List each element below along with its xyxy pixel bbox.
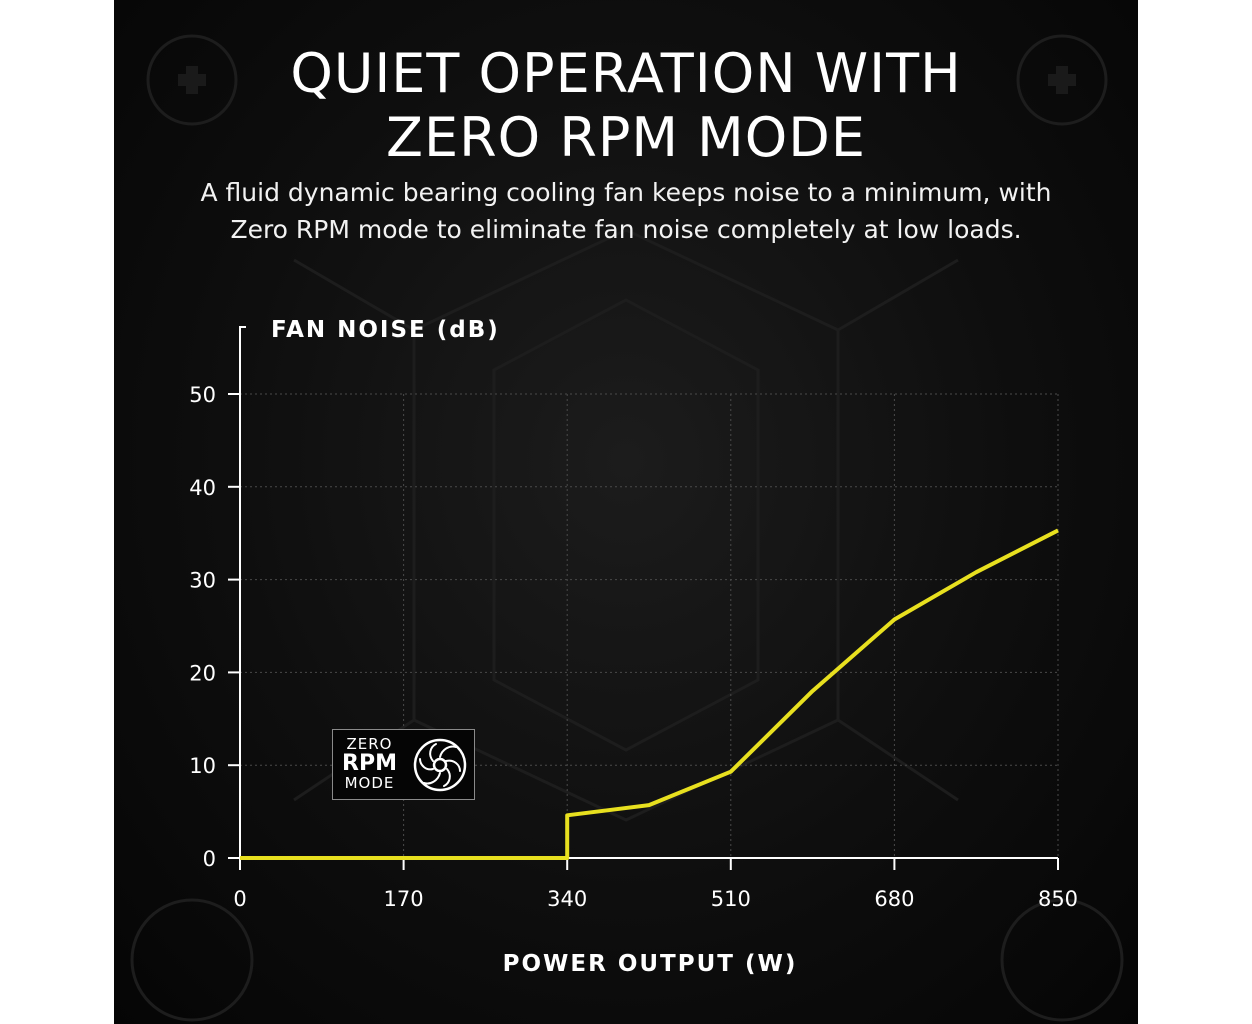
y-tick-label: 0 [203, 847, 216, 871]
series-lines [240, 528, 1059, 860]
badge-line-rpm: RPM [342, 751, 397, 776]
background-art [130, 34, 1124, 1022]
y-axis-label: FAN NOISE (dB) [271, 317, 500, 343]
fan-icon [413, 738, 467, 792]
x-tick-label: 850 [1038, 887, 1078, 911]
y-tick-label: 50 [189, 383, 216, 407]
zero-rpm-badge: ZERO RPM MODE [332, 729, 475, 800]
subtitle-line-1: A fluid dynamic bearing cooling fan keep… [200, 178, 1052, 207]
x-axis-label: POWER OUTPUT (W) [503, 951, 798, 977]
subtitle: A fluid dynamic bearing cooling fan keep… [154, 174, 1098, 248]
title-line-1: QUIET OPERATION WITH [290, 42, 962, 105]
tick-labels: 0 10 20 30 40 50 0 170 340 510 680 850 [189, 383, 1078, 911]
y-tick-label: 20 [189, 661, 216, 685]
badge-text: ZERO RPM MODE [342, 737, 397, 791]
x-tick-label: 340 [547, 887, 587, 911]
page-title: QUIET OPERATION WITH ZERO RPM MODE [114, 42, 1138, 170]
badge-line-zero: ZERO [346, 735, 393, 753]
x-tick-label: 680 [874, 887, 914, 911]
x-tick-label: 0 [233, 887, 246, 911]
y-tick-label: 30 [189, 569, 216, 593]
x-tick-label: 510 [711, 887, 751, 911]
y-tick-label: 40 [189, 476, 216, 500]
subtitle-line-2: Zero RPM mode to eliminate fan noise com… [230, 215, 1022, 244]
badge-line-mode: MODE [344, 774, 395, 792]
product-panel: QUIET OPERATION WITH ZERO RPM MODE A flu… [114, 0, 1138, 1024]
series-line [240, 528, 1059, 860]
x-tick-label: 170 [384, 887, 424, 911]
y-tick-label: 10 [189, 754, 216, 778]
fan-noise-chart: 0 10 20 30 40 50 0 170 340 510 680 850 FAN NOISE (d… [189, 317, 1078, 977]
title-line-2: ZERO RPM MODE [386, 106, 866, 169]
